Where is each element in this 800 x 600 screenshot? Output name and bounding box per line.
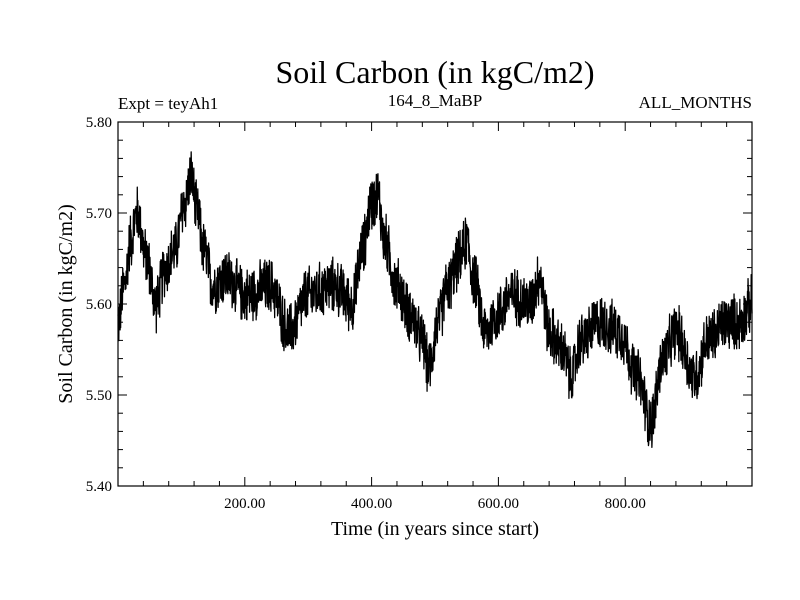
y-tick-label: 5.80 xyxy=(86,115,112,131)
series-group xyxy=(117,151,753,449)
x-tick-label: 400.00 xyxy=(351,496,392,512)
x-axis-ticks: 200.00 400.00 600.00 800.00 xyxy=(142,122,728,512)
x-axis-label: Time (in years since start) xyxy=(331,518,539,540)
experiment-label: Expt = teyAh1 xyxy=(118,94,218,113)
chart-title: Soil Carbon (in kgC/m2) xyxy=(275,54,594,90)
y-axis-ticks: 5.40 5.50 5.60 5.70 5.80 xyxy=(86,115,752,495)
y-tick-label: 5.60 xyxy=(86,297,112,313)
x-tick-label: 200.00 xyxy=(224,496,265,512)
y-axis-label: Soil Carbon (in kgC/m2) xyxy=(55,204,77,403)
y-tick-label: 5.50 xyxy=(86,388,112,404)
months-label: ALL_MONTHS xyxy=(639,93,752,112)
x-tick-label: 800.00 xyxy=(605,496,646,512)
period-label: 164_8_MaBP xyxy=(388,91,482,110)
y-tick-label: 5.70 xyxy=(86,206,112,222)
x-tick-label: 600.00 xyxy=(478,496,519,512)
y-tick-label: 5.40 xyxy=(86,479,112,495)
soil-carbon-series-line xyxy=(117,151,753,449)
